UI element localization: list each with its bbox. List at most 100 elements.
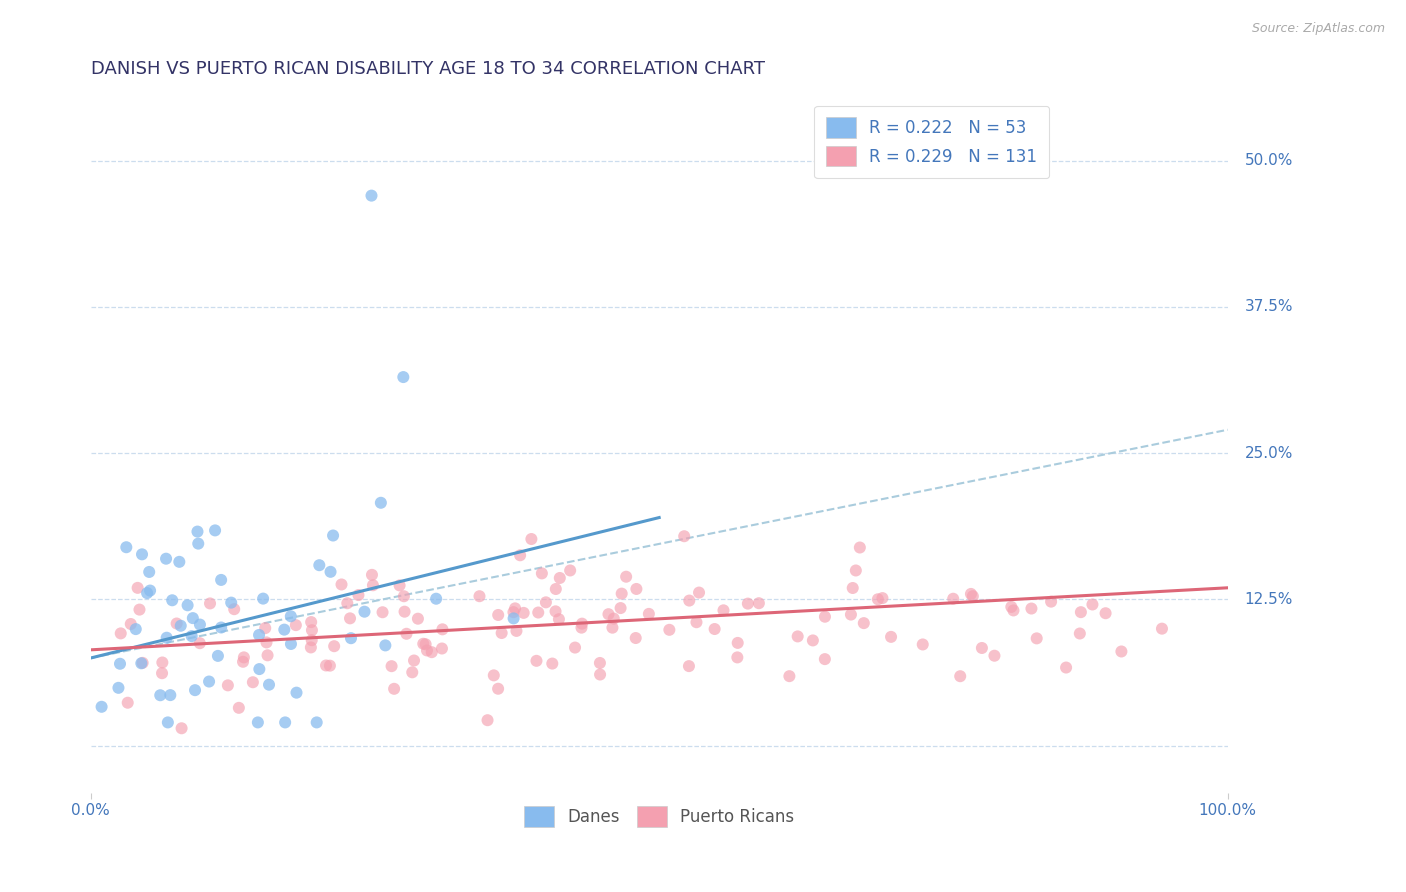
Point — [382, 681, 405, 696]
Point — [1040, 594, 1063, 608]
Point — [155, 551, 177, 566]
Point — [181, 611, 204, 625]
Point — [610, 586, 633, 600]
Point — [301, 623, 323, 637]
Point — [727, 636, 749, 650]
Point — [388, 578, 411, 592]
Point — [160, 593, 183, 607]
Point — [527, 606, 550, 620]
Point — [340, 631, 363, 645]
Point — [252, 591, 274, 606]
Point — [412, 637, 434, 651]
Point — [482, 668, 505, 682]
Point — [845, 564, 868, 578]
Point — [108, 657, 131, 671]
Point — [305, 715, 328, 730]
Point — [589, 667, 612, 681]
Point — [370, 496, 392, 510]
Point — [1150, 622, 1173, 636]
Point — [107, 681, 129, 695]
Point — [673, 529, 696, 543]
Point — [624, 631, 647, 645]
Text: 25.0%: 25.0% — [1244, 446, 1294, 460]
Point — [548, 612, 571, 626]
Point — [125, 622, 148, 636]
Point — [849, 541, 872, 555]
Point — [852, 616, 875, 631]
Point — [136, 586, 159, 600]
Point — [301, 633, 323, 648]
Point — [246, 715, 269, 730]
Point — [149, 688, 172, 702]
Point — [1094, 606, 1116, 620]
Point — [713, 603, 735, 617]
Point — [841, 581, 863, 595]
Point — [560, 564, 582, 578]
Point — [737, 597, 759, 611]
Point — [115, 540, 138, 554]
Point — [748, 596, 770, 610]
Point — [589, 656, 612, 670]
Point — [866, 592, 889, 607]
Point — [839, 607, 862, 622]
Point — [339, 611, 361, 625]
Point — [299, 615, 322, 629]
Point — [209, 620, 232, 634]
Point — [725, 650, 748, 665]
Point — [486, 607, 509, 622]
Point — [232, 655, 254, 669]
Point — [353, 605, 375, 619]
Point — [486, 681, 509, 696]
Point — [801, 633, 824, 648]
Point — [491, 626, 513, 640]
Point — [637, 607, 659, 621]
Point — [187, 536, 209, 550]
Point — [544, 582, 567, 596]
Point — [139, 583, 162, 598]
Point — [361, 578, 384, 592]
Point — [256, 648, 278, 663]
Point — [209, 573, 232, 587]
Point — [880, 630, 903, 644]
Point — [228, 701, 250, 715]
Point — [128, 602, 150, 616]
Point — [150, 656, 173, 670]
Point — [232, 650, 254, 665]
Point — [430, 641, 453, 656]
Point — [217, 678, 239, 692]
Point — [319, 565, 342, 579]
Point — [1069, 626, 1091, 640]
Point — [131, 657, 153, 671]
Point — [571, 621, 593, 635]
Point — [598, 607, 620, 622]
Point — [361, 567, 384, 582]
Point — [402, 653, 425, 667]
Point — [520, 532, 543, 546]
Point — [374, 639, 396, 653]
Point — [198, 674, 221, 689]
Point — [658, 623, 681, 637]
Point — [204, 524, 226, 538]
Point — [468, 589, 491, 603]
Point — [502, 605, 524, 619]
Point — [541, 657, 564, 671]
Point — [530, 566, 553, 581]
Point — [544, 604, 567, 618]
Point — [256, 635, 278, 649]
Point — [602, 621, 624, 635]
Point — [505, 624, 527, 638]
Point — [872, 591, 894, 606]
Point — [548, 571, 571, 585]
Point — [150, 666, 173, 681]
Point — [131, 656, 153, 670]
Text: Source: ZipAtlas.com: Source: ZipAtlas.com — [1251, 22, 1385, 36]
Point — [392, 370, 415, 384]
Point — [156, 631, 179, 645]
Point — [224, 602, 246, 616]
Point — [432, 623, 454, 637]
Legend: Danes, Puerto Ricans: Danes, Puerto Ricans — [517, 800, 801, 833]
Point — [786, 629, 808, 643]
Point — [90, 699, 112, 714]
Point — [381, 659, 404, 673]
Point — [254, 621, 277, 635]
